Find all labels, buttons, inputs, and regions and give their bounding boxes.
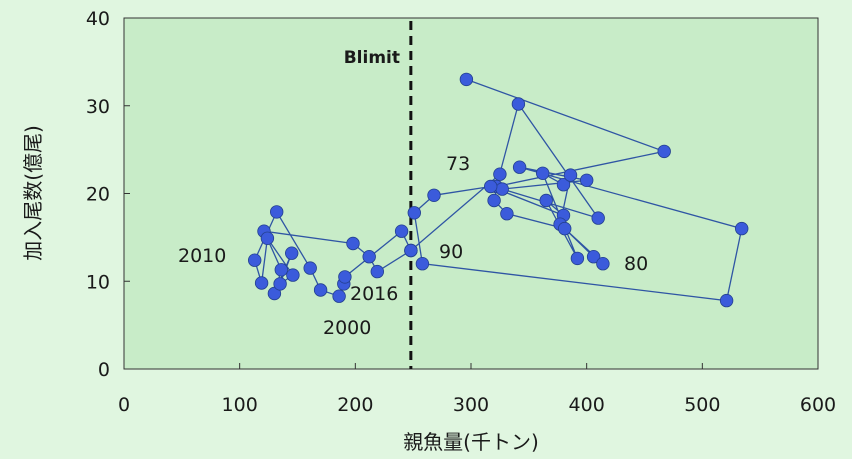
data-point xyxy=(493,167,507,181)
data-point xyxy=(539,193,553,208)
plot-area xyxy=(123,17,819,370)
x-tick-label: 100 xyxy=(222,394,258,416)
data-point xyxy=(500,206,514,221)
blimit-label: Blimit xyxy=(344,48,400,68)
data-point xyxy=(270,205,284,219)
data-point xyxy=(586,250,601,264)
data-point xyxy=(558,221,572,236)
data-point xyxy=(286,268,300,282)
x-tick-label: 600 xyxy=(800,394,836,416)
data-point xyxy=(591,211,605,225)
data-point xyxy=(735,221,749,236)
data-point xyxy=(556,177,571,192)
data-point xyxy=(313,283,328,297)
data-point xyxy=(415,257,430,271)
x-tick-label: 300 xyxy=(453,394,489,416)
y-tick-label: 40 xyxy=(86,8,110,30)
data-point xyxy=(657,144,671,159)
annotation-2000: 2000 xyxy=(323,317,371,339)
annotations: 73 80 90 2000 2010 2016 xyxy=(178,153,648,339)
x-tick-label: 500 xyxy=(684,394,720,416)
annotation-90: 90 xyxy=(439,241,463,263)
data-point xyxy=(254,276,269,290)
annotation-2016: 2016 xyxy=(350,283,398,305)
y-axis-ticks: 0 10 20 30 40 xyxy=(86,8,130,381)
series-connecting-line xyxy=(254,78,743,302)
data-point xyxy=(346,236,360,251)
annotation-2010: 2010 xyxy=(178,245,226,267)
y-tick-label: 0 xyxy=(98,359,110,381)
data-point xyxy=(511,97,526,111)
data-point xyxy=(596,257,610,271)
data-point xyxy=(536,166,550,181)
data-point xyxy=(247,253,262,267)
data-point xyxy=(459,72,474,87)
data-point xyxy=(719,293,734,308)
data-point xyxy=(407,206,422,220)
data-point xyxy=(404,243,418,258)
data-point xyxy=(394,224,409,238)
data-point xyxy=(495,182,509,196)
x-tick-label: 0 xyxy=(118,394,130,416)
data-point xyxy=(338,270,352,284)
data-point xyxy=(487,193,501,208)
x-axis-label: 親魚量(千トン) xyxy=(403,430,539,454)
annotation-80: 80 xyxy=(624,253,648,275)
data-point xyxy=(512,160,527,174)
data-point xyxy=(370,264,385,279)
data-point xyxy=(580,173,594,188)
data-point xyxy=(260,231,275,246)
data-point xyxy=(303,261,317,275)
data-point xyxy=(563,168,578,182)
x-tick-label: 200 xyxy=(337,394,373,416)
data-point xyxy=(285,246,299,260)
data-point xyxy=(273,277,287,291)
y-tick-label: 30 xyxy=(86,96,110,118)
data-point xyxy=(570,251,585,266)
data-point xyxy=(274,263,289,277)
data-point xyxy=(484,179,498,194)
y-axis-label: 加入尾数(億尾) xyxy=(21,125,45,261)
x-axis-ticks: 0 100 200 300 400 500 600 xyxy=(118,363,836,416)
y-tick-label: 10 xyxy=(86,271,110,293)
annotation-73: 73 xyxy=(446,153,470,175)
series-points xyxy=(247,72,749,308)
data-point xyxy=(362,250,376,264)
data-point xyxy=(427,188,441,203)
y-tick-label: 20 xyxy=(86,184,110,206)
x-tick-label: 400 xyxy=(569,394,605,416)
data-point xyxy=(332,289,346,303)
